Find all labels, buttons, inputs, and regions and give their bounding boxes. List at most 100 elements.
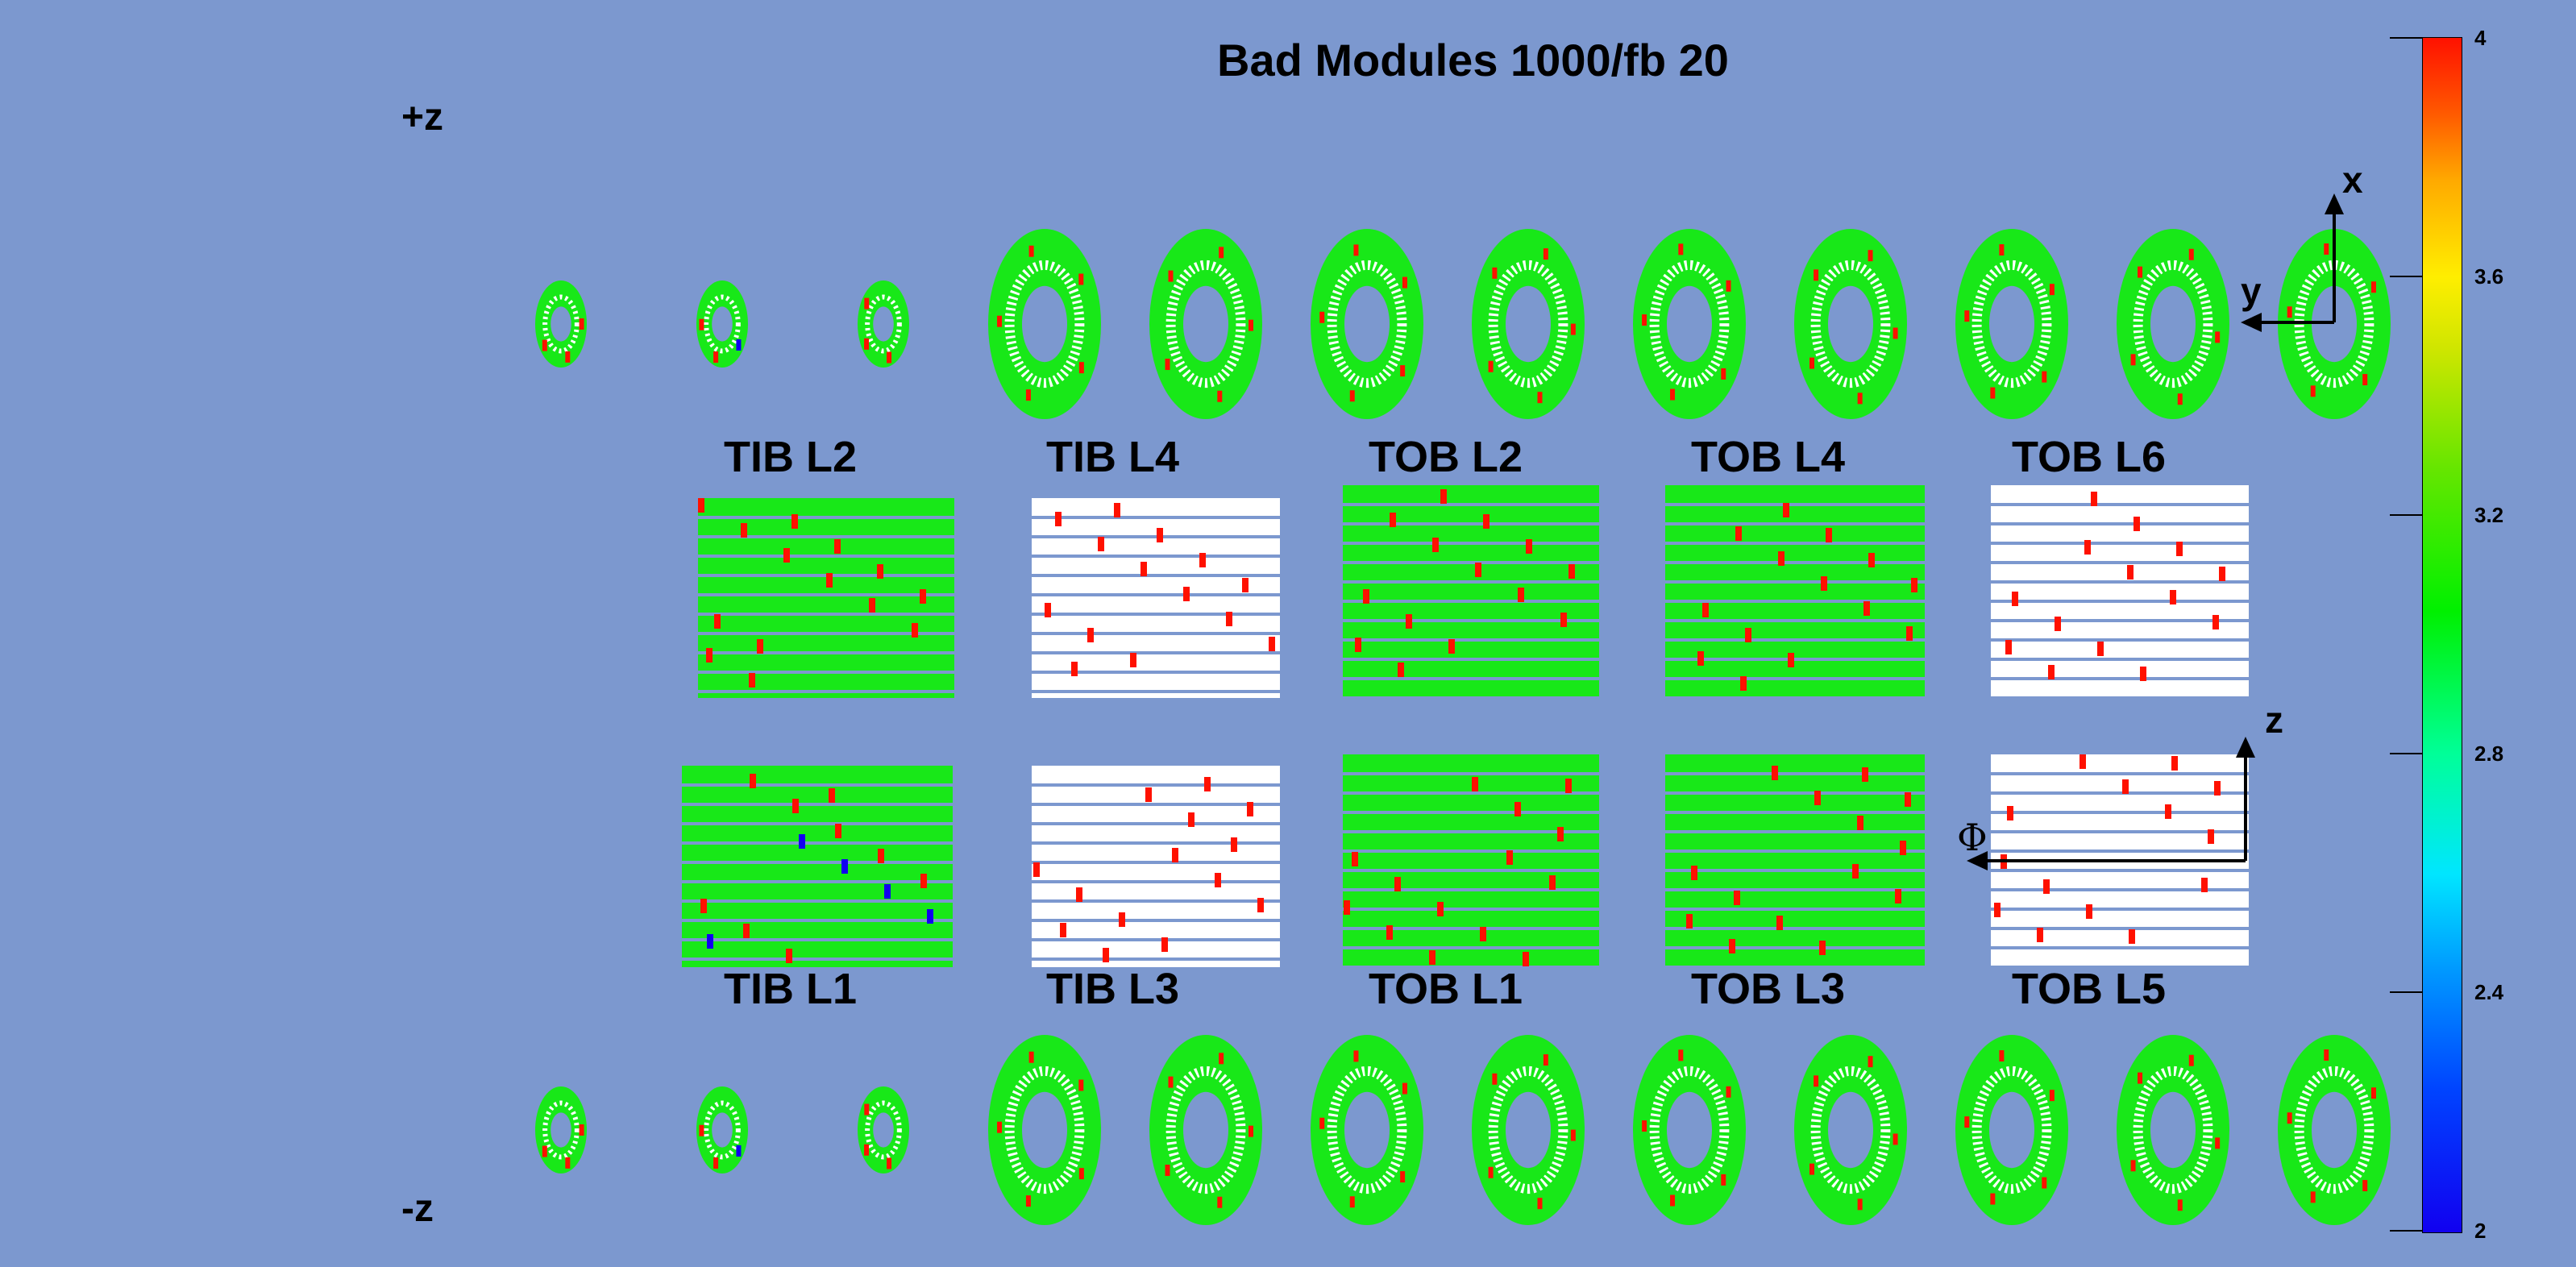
panel-row-gap: [1665, 946, 1925, 949]
panel-row-gap: [1991, 772, 2249, 775]
bad-module-marker: [2037, 928, 2043, 942]
bad-module-marker: [912, 623, 918, 638]
disk-plus-z: [1794, 229, 1907, 419]
bad-module-marker: [2122, 779, 2129, 794]
bad-module-marker: [2171, 756, 2178, 771]
panel-row-gap: [1991, 503, 2249, 506]
panel-row-gap: [682, 899, 953, 903]
bad-module-marker: [1226, 612, 1232, 626]
bad-module-marker: [829, 788, 835, 803]
label-tob-l1: TOB L1: [1369, 965, 1523, 1013]
panel-row-gap: [1032, 651, 1280, 654]
bad-module-marker: [1055, 512, 1062, 526]
panel-row-gap: [1991, 580, 2249, 584]
bad-module-marker: [1098, 537, 1104, 551]
bad-module-marker: [1130, 653, 1136, 667]
panel-row-gap: [1343, 811, 1599, 814]
panel-row-gap: [698, 671, 954, 674]
label-tob-l2: TOB L2: [1369, 433, 1523, 481]
bad-module-marker: [1103, 948, 1109, 962]
bad-module-marker: [1863, 601, 1870, 616]
panel-row-gap: [1343, 638, 1599, 642]
bad-module-marker: [1060, 923, 1066, 937]
panel-row-gap: [1991, 677, 2249, 680]
panel-row-gap: [1343, 772, 1599, 775]
panel-row-gap: [1665, 888, 1925, 891]
panel-row-gap: [1032, 822, 1280, 825]
bad-module-marker: [1819, 941, 1826, 955]
colorbar-label: 2.4: [2474, 980, 2504, 1004]
panel-row-gap: [1665, 658, 1925, 661]
panel-row-gap: [1991, 522, 2249, 525]
bad-module-marker: [826, 573, 833, 588]
bad-module-marker: [1475, 563, 1481, 577]
bad-module-marker: [1269, 637, 1275, 651]
panel-row-gap: [1665, 542, 1925, 545]
label-tob-l3: TOB L3: [1691, 965, 1846, 1013]
bad-module-marker: [1911, 578, 1917, 592]
colorbar-tick: [2390, 753, 2422, 754]
disk-plus-z: [1311, 229, 1423, 419]
colorbar-tick: [2390, 514, 2422, 516]
panel-tib-l2: [698, 498, 954, 698]
panel-row-gap: [698, 516, 954, 519]
panel-row-gap: [698, 632, 954, 635]
panel-row-gap: [1665, 580, 1925, 584]
panel-row-gap: [1343, 600, 1599, 603]
label-tob-l6: TOB L6: [2012, 433, 2167, 481]
panel-tob-l3: [1665, 754, 1925, 969]
bad-module-marker: [1734, 891, 1740, 905]
bad-module-marker: [1242, 578, 1249, 592]
bad-module-marker: [1557, 827, 1564, 841]
bad-module-marker: [1440, 489, 1447, 504]
panel-row-gap: [1343, 830, 1599, 833]
disk-minus-z: [1955, 1035, 2068, 1225]
panel-row-gap: [1991, 830, 2249, 833]
panel-row-gap: [1032, 516, 1280, 519]
plot-title: Bad Modules 1000/fb 20: [1217, 35, 1729, 85]
bad-module-marker: [2127, 565, 2134, 579]
axis-label-z: z: [2265, 699, 2283, 741]
panel-row-gap: [1991, 850, 2249, 853]
panel-row-gap: [1032, 574, 1280, 577]
disk-plus-z: [1472, 229, 1585, 419]
panel-row-gap: [1343, 888, 1599, 891]
bad-module-marker: [1772, 766, 1778, 780]
panel-row-gap: [698, 613, 954, 616]
colorbar-label: 2.8: [2474, 742, 2504, 766]
panel-row-gap: [1991, 600, 2249, 603]
panel-row-gap: [1343, 791, 1599, 795]
panel-row-gap: [682, 938, 953, 941]
bad-module-marker: [1518, 588, 1524, 602]
bad-module-marker: [2079, 754, 2086, 769]
bad-module-marker: [1145, 787, 1152, 802]
bad-module-marker: [2043, 879, 2050, 894]
bad-module-marker: [2170, 590, 2176, 604]
panel-row-gap: [1665, 927, 1925, 930]
bad-module-marker: [783, 548, 790, 563]
bad-module-marker: [1231, 837, 1237, 852]
plus-z-label: +z: [401, 96, 444, 139]
disk-minus-z: [1149, 1035, 1262, 1225]
minus-z-label: -z: [401, 1187, 434, 1230]
bad-module-marker: [1686, 914, 1693, 928]
panel-row-gap: [682, 861, 953, 864]
bad-module-marker: [1697, 651, 1704, 666]
bad-module-marker: [1906, 626, 1913, 641]
bad-module-marker: [835, 824, 841, 838]
disk-plus-z: [1955, 229, 2068, 419]
panel-row-gap: [1343, 677, 1599, 680]
panel-row-gap: [1991, 561, 2249, 564]
label-tib-l2: TIB L2: [724, 433, 858, 481]
panel-tib-l4: [1032, 498, 1280, 698]
panel-row-gap: [1032, 880, 1280, 883]
bad-module-marker: [2208, 829, 2214, 844]
panel-row-gap: [1343, 696, 1599, 700]
bad-module-marker: [2012, 592, 2018, 606]
bad-module-marker: [834, 539, 841, 554]
panel-tib-l1: [682, 766, 953, 967]
bad-module-marker: [2219, 567, 2225, 581]
bad-module-marker: [1429, 950, 1435, 965]
colorbar-label-max: 4: [2474, 26, 2487, 50]
